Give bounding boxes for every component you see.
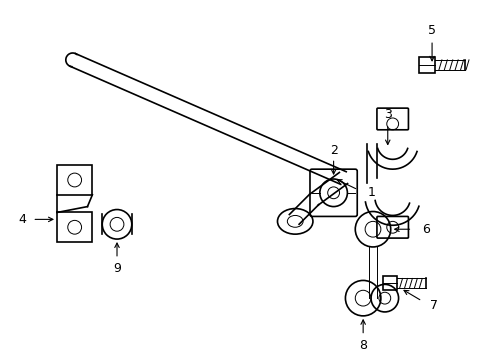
Text: 3: 3 — [384, 108, 392, 121]
Text: 2: 2 — [330, 144, 338, 157]
Text: 6: 6 — [422, 223, 430, 236]
Text: 4: 4 — [19, 213, 26, 226]
Text: 8: 8 — [359, 339, 367, 352]
Text: 9: 9 — [113, 262, 121, 275]
Text: 1: 1 — [368, 186, 376, 199]
Text: 5: 5 — [428, 24, 436, 37]
Text: 7: 7 — [430, 298, 438, 311]
